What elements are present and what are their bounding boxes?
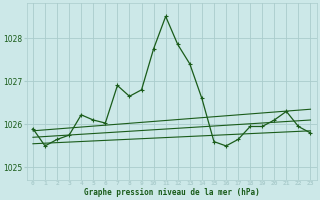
X-axis label: Graphe pression niveau de la mer (hPa): Graphe pression niveau de la mer (hPa) (84, 188, 260, 197)
